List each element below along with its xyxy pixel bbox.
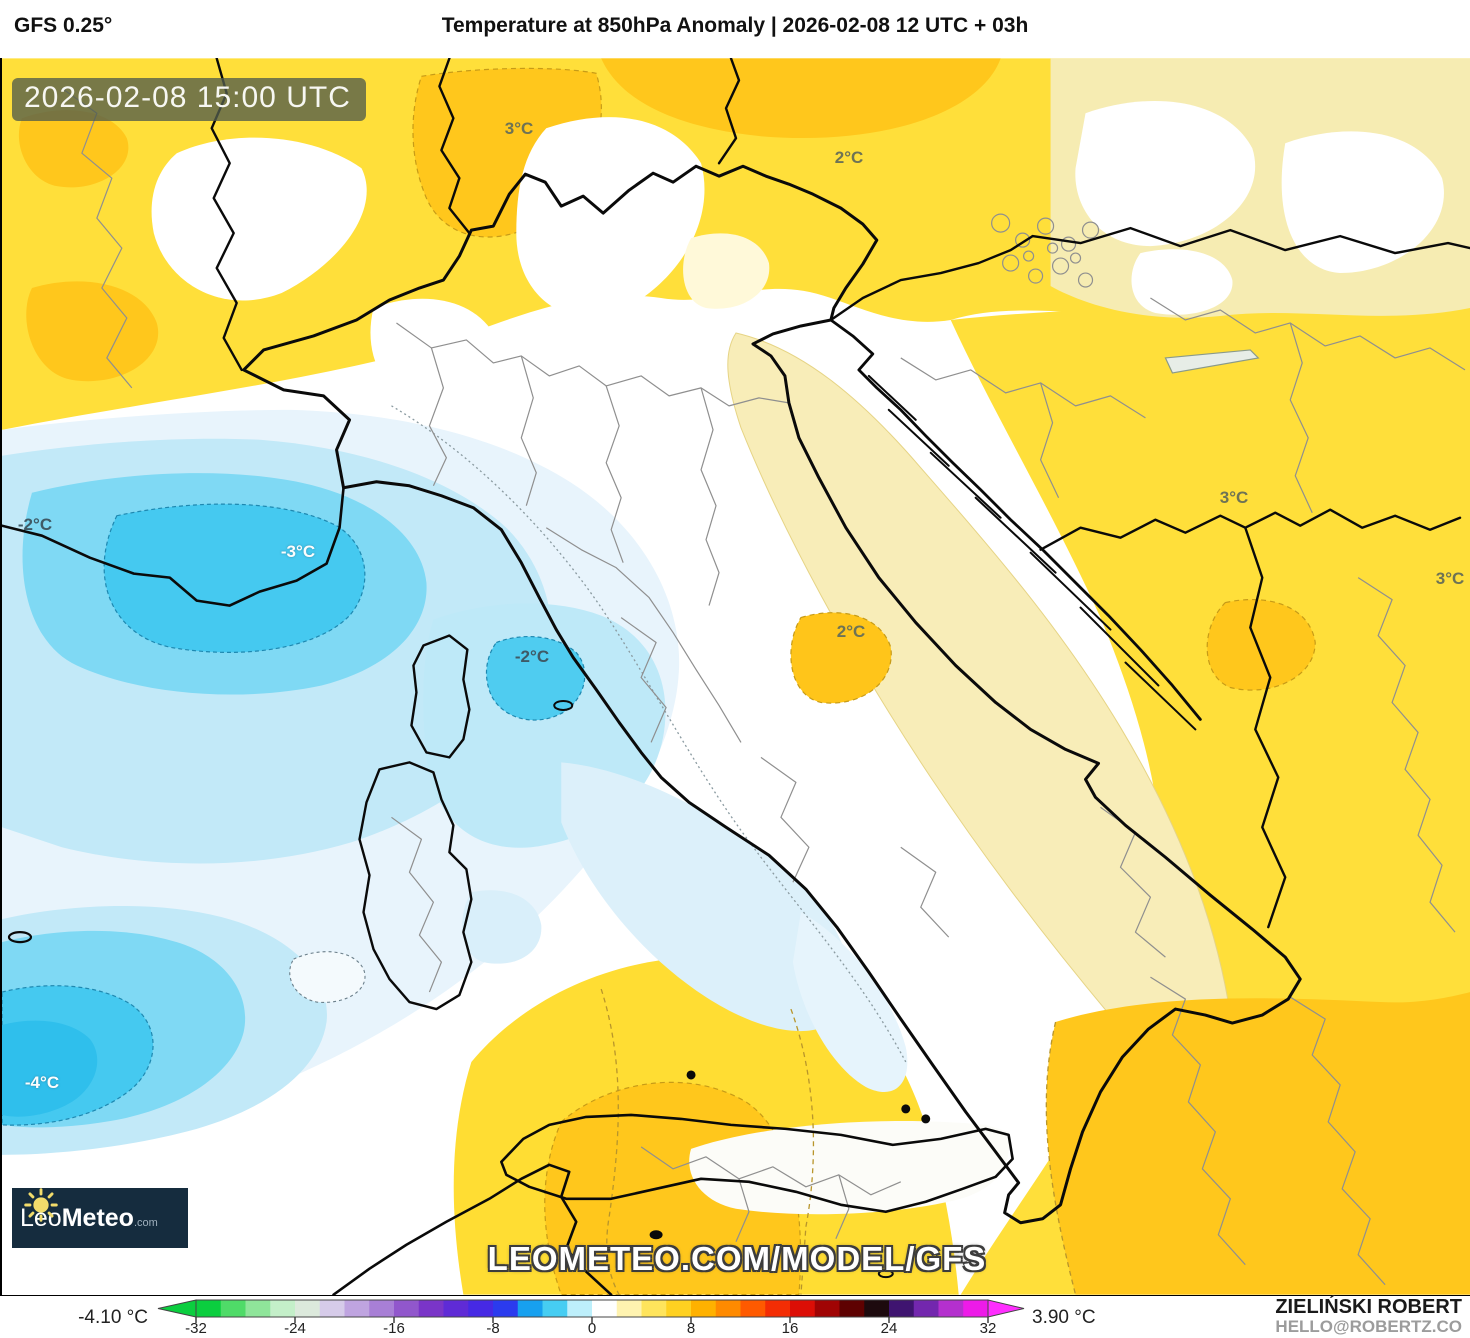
map-temp-label: -4°C — [24, 1073, 60, 1092]
author-name: ZIELIŃSKI ROBERT — [1275, 1296, 1462, 1318]
scale-min-label: -4.10 °C — [78, 1307, 148, 1328]
map-temp-label: 3°C — [504, 119, 534, 138]
admin-boundaries — [61, 87, 1466, 1286]
scale-tick: -8 — [486, 1320, 500, 1337]
sun-icon — [24, 1188, 58, 1222]
author-contact: HELLO@ROBERTZ.CO — [1275, 1317, 1462, 1336]
scale-arrow-left — [157, 1299, 197, 1318]
scale-tick: -32 — [185, 1320, 207, 1337]
color-scale — [157, 1299, 1025, 1323]
lake-balaton — [1164, 349, 1260, 374]
model-label: GFS 0.25° — [14, 14, 113, 37]
map-temp-label: -3°C — [280, 542, 316, 561]
map-temp-label: 3°C — [1219, 488, 1249, 507]
scale-max-label: 3.90 °C — [1032, 1307, 1096, 1328]
scale-tick: 32 — [979, 1320, 997, 1337]
anomaly-map-graphic — [2, 58, 1470, 1295]
map-temp-label: 2°C — [836, 622, 866, 641]
scale-tick: 24 — [880, 1320, 898, 1337]
valid-time-badge: 2026-02-08 15:00 UTC — [12, 78, 366, 121]
header: GFS 0.25° Temperature at 850hPa Anomaly … — [0, 0, 1470, 58]
scale-tick: -24 — [284, 1320, 306, 1337]
scale-tick: -16 — [383, 1320, 405, 1337]
credit-block: ZIELIŃSKI ROBERT HELLO@ROBERTZ.CO — [1275, 1296, 1462, 1337]
logo-text-tld: .com — [133, 1216, 158, 1229]
scale-tick: 0 — [587, 1320, 597, 1337]
logo-text-meteo: Meteo — [61, 1203, 134, 1232]
scale-arrow-right — [987, 1299, 1025, 1318]
scale-tick: 16 — [781, 1320, 799, 1337]
map-fill-layers — [2, 58, 1470, 1295]
watermark: LEOMETEO.COM/MODEL/GFS — [487, 1240, 987, 1277]
site-logo: LeoMeteo.com — [12, 1188, 188, 1248]
page-title: Temperature at 850hPa Anomaly | 2026-02-… — [441, 14, 1029, 37]
map-temp-label: -2°C — [514, 647, 550, 666]
weather-map: 3°C 2°C -2°C -3°C -2°C 2°C 3°C 3°C -4°C … — [0, 58, 1470, 1296]
map-temp-label: -2°C — [17, 515, 53, 534]
contour-lines — [391, 405, 1077, 1295]
scale-tick: 8 — [686, 1320, 696, 1337]
map-temp-label: 2°C — [834, 148, 864, 167]
logo-text: LeoMeteo.com — [20, 1204, 158, 1233]
colorbar-footer: -4.10 °C 3.90 °C -32 -24 -16 -8 0 8 16 2… — [0, 1296, 1470, 1338]
map-temp-label: 3°C — [1435, 569, 1465, 588]
